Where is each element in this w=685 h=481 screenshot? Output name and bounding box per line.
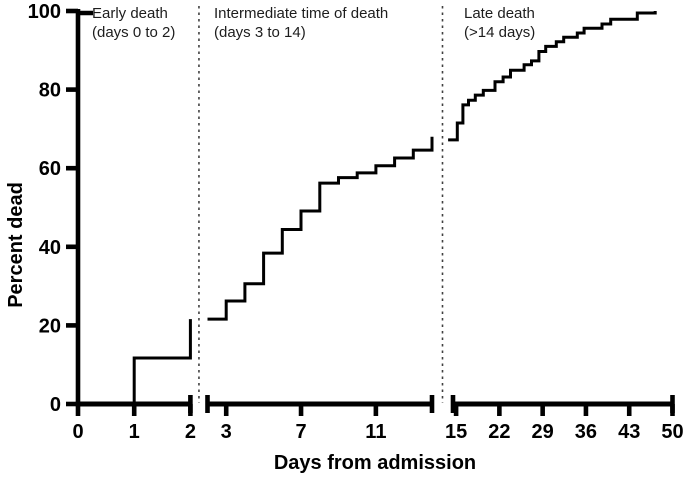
x-tick-label: 43 [618,421,640,443]
curve-layer [78,11,657,406]
x-tick-label: 2 [185,421,196,443]
y-tick-label: 60 [39,158,61,180]
x-tick-label: 22 [488,421,510,443]
panel-early-title-line1: Early death [92,5,168,22]
x-axis-label: Days from admission [274,452,476,474]
x-tick-label: 29 [532,421,554,443]
x-tick-label: 1 [129,421,140,443]
panel-late-title-line1: Late death [464,5,535,22]
separator-layer [198,6,444,403]
x-tick-label: 36 [575,421,597,443]
x-tick-label: 15 [445,421,467,443]
survival-curve-intermediate [207,136,434,321]
x-tick-label: 0 [72,421,83,443]
x-tick-label: 7 [295,421,306,443]
y-tick-label: 100 [28,1,61,23]
axes-layer [66,8,675,416]
x-tick-label: 11 [365,421,386,443]
survival-curve-late [448,11,657,142]
survival-curve-early [78,319,192,406]
y-axis-label: Percent dead [5,182,27,308]
panel-early-title-line2: (days 0 to 2) [92,24,175,41]
y-tick-label: 0 [50,394,61,416]
y-tick-label: 80 [39,80,61,102]
panel-intermediate-title-line1: Intermediate time of death [214,5,388,22]
x-tick-label: 3 [221,421,232,443]
y-tick-label: 40 [39,237,61,259]
y-tick-label: 20 [39,315,61,337]
x-tick-label: 50 [661,421,683,443]
panel-intermediate-title-line2: (days 3 to 14) [214,24,306,41]
ticklabel-layer: 0 20 40 60 80 100 0 1 2 3 7 11 15 22 29 36 43 50 [28,1,684,443]
panel-late-title-line2: (>14 days) [464,24,535,41]
